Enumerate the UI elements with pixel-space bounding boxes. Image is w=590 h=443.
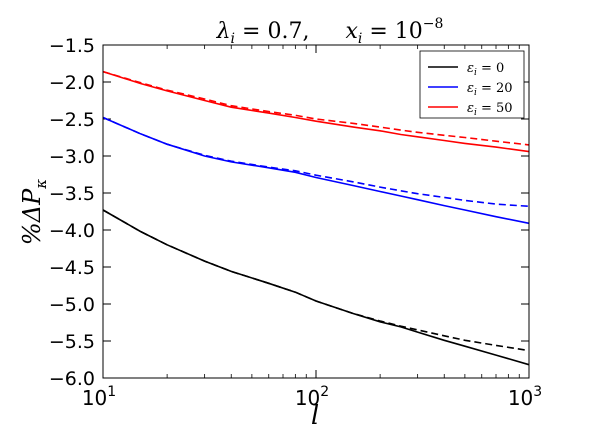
series-0-dashed-line bbox=[102, 209, 530, 352]
legend-label: εi = 50 bbox=[467, 101, 513, 118]
legend-label: εi = 20 bbox=[467, 81, 513, 98]
x-axis-label: l bbox=[311, 401, 319, 431]
legend: εi = 0 εi = 20 εi = 50 bbox=[419, 50, 525, 119]
y-tick-label: −4.0 bbox=[49, 220, 95, 242]
title-lambda-sub: i bbox=[231, 31, 235, 47]
title-lambda-value: = 0.7, bbox=[235, 19, 309, 44]
title-lambda: λ bbox=[216, 19, 231, 44]
y-axis-label-main: %ΔP bbox=[18, 188, 46, 245]
series-1-dashed-line bbox=[102, 116, 530, 208]
plot-frame bbox=[102, 44, 530, 379]
series-2-dashed-line bbox=[102, 70, 530, 146]
series-1-solid-line bbox=[102, 116, 530, 225]
y-axis-label-sub: κ bbox=[32, 179, 50, 190]
chart-title: λi = 0.7, xi = 10−8 bbox=[216, 16, 444, 47]
legend-items: εi = 0 εi = 20 εi = 50 bbox=[428, 61, 513, 118]
x-tick-label: 101 bbox=[82, 384, 116, 410]
y-tick-label: −3.5 bbox=[49, 183, 95, 205]
y-tick-label: −1.5 bbox=[49, 35, 95, 57]
title-x-value: = 10 bbox=[362, 19, 422, 44]
series-2-solid-line bbox=[102, 70, 530, 153]
y-tick-label: −5.5 bbox=[49, 331, 95, 353]
y-tick-label: −2.5 bbox=[49, 109, 95, 131]
y-tick-label: −6.0 bbox=[49, 368, 95, 390]
y-axis-label: %ΔPκ bbox=[18, 179, 50, 245]
y-tick-label: −4.5 bbox=[49, 257, 95, 279]
y-tick-label: −3.0 bbox=[49, 146, 95, 168]
y-tick-label: −2.0 bbox=[49, 72, 95, 94]
x-tick-label: 102 bbox=[295, 384, 329, 410]
x-tick-label: 103 bbox=[508, 384, 542, 410]
series-0-solid-line bbox=[102, 209, 530, 366]
title-x: x bbox=[345, 19, 358, 44]
y-tick-label: −5.0 bbox=[49, 294, 95, 316]
lines-layer bbox=[102, 70, 530, 366]
title-x-exponent: −8 bbox=[423, 16, 444, 32]
ticks-layer: −1.5 −2.0 −2.5 −3.0 −3.5 −4.0 −4.5 −5.0 −5.5 −6.0… bbox=[49, 35, 542, 410]
title-x-sub: i bbox=[358, 31, 362, 47]
legend-box bbox=[419, 50, 525, 119]
legend-label: εi = 0 bbox=[467, 61, 504, 78]
